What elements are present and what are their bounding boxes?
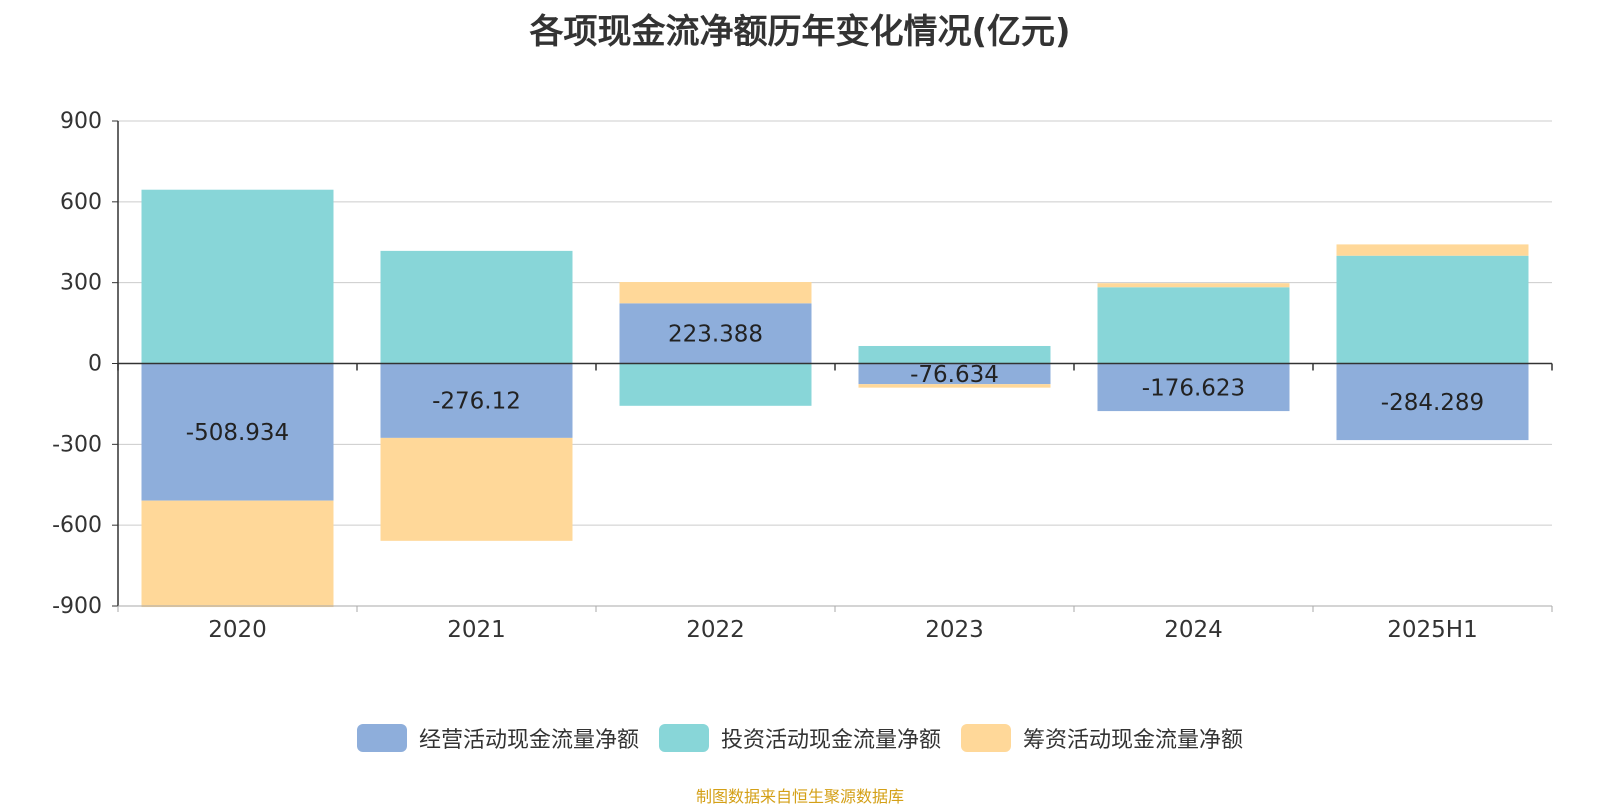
y-tick-label: -600 [52, 513, 102, 538]
chart-title: 各项现金流净额历年变化情况(亿元) [529, 12, 1071, 52]
bar-0-2020 [141, 363, 334, 501]
bar-1-2025H1 [1336, 255, 1529, 364]
data-label: 223.388 [668, 321, 763, 347]
bar-2-2021 [380, 437, 573, 541]
x-tick-label: 2021 [447, 617, 506, 643]
bar-0-2024 [1097, 363, 1290, 412]
data-label: -76.634 [910, 362, 999, 388]
bar-2-2024 [1097, 283, 1290, 288]
bar-2-2023 [858, 384, 1051, 388]
x-tick-label: 2020 [208, 617, 267, 643]
legend-item-investing[interactable]: 投资活动现金流量净额 [658, 722, 941, 754]
legend-swatch-financing [961, 724, 1011, 752]
legend-item-financing[interactable]: 筹资活动现金流量净额 [961, 722, 1243, 754]
bar-1-2023 [858, 345, 1051, 364]
bar-2-2022 [619, 282, 812, 304]
bar-1-2020 [141, 189, 334, 364]
legend-item-operating[interactable]: 经营活动现金流量净额 [356, 722, 639, 754]
x-tick-label: 2022 [686, 617, 745, 643]
bar-1-2021 [380, 250, 573, 364]
data-label: -284.289 [1381, 390, 1484, 416]
x-tick-label: 2023 [925, 617, 984, 643]
bar-0-2021 [380, 363, 573, 438]
bar-1-2022 [619, 363, 812, 406]
data-label: -176.623 [1142, 375, 1245, 401]
bar-1-2024 [1097, 287, 1290, 364]
x-tick-label: 2024 [1164, 617, 1223, 643]
y-tick-label: 900 [60, 109, 102, 134]
y-tick-label: 300 [60, 271, 102, 296]
bar-0-2023 [858, 363, 1051, 385]
data-source-note: 制图数据来自恒生聚源数据库 [695, 787, 904, 806]
legend-label-investing: 投资活动现金流量净额 [720, 728, 941, 753]
x-tick-label: 2025H1 [1387, 617, 1477, 643]
bar-2-2020 [141, 500, 334, 608]
legend-swatch-operating [356, 724, 407, 752]
bar-0-2022 [619, 303, 812, 364]
y-tick-label: 0 [88, 352, 102, 377]
legend-swatch-investing [658, 724, 709, 752]
bar-0-2025H1 [1336, 363, 1529, 441]
legend-label-financing: 筹资活动现金流量净额 [1023, 728, 1244, 753]
y-tick-label: -300 [52, 432, 102, 457]
chart-canvas: 900 600 300 0 -300 -600 -900 -508.934 -276.12 223… [52, 109, 1553, 643]
legend-label-operating: 经营活动现金流量净额 [418, 728, 639, 753]
y-tick-label: 600 [60, 190, 102, 215]
data-label: -508.934 [186, 420, 289, 446]
data-label: -276.12 [432, 389, 521, 415]
y-tick-label: -900 [52, 594, 102, 619]
bar-2-2025H1 [1336, 244, 1529, 256]
chart-legend: 经营活动现金流量净额 投资活动现金流量净额 筹资活动现金流量净额 [0, 722, 1600, 754]
